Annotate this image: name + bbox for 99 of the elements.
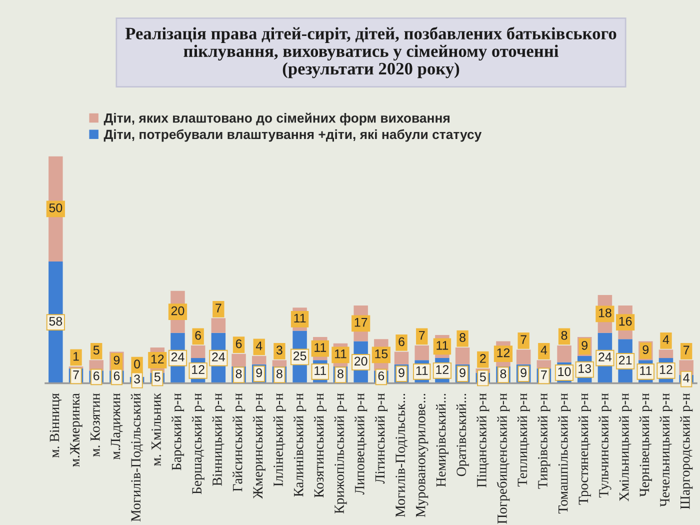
x-tick-label: Чернівецький р-н <box>639 393 652 497</box>
data-label: 15 <box>375 350 388 358</box>
data-label: 2 <box>480 354 486 363</box>
x-tick-label: Калинівський р-н <box>294 393 306 497</box>
x-tick-label: Козятинський р-н <box>314 393 326 498</box>
x-tick-label: Немирівський... <box>436 394 448 487</box>
chart-title: Реалізація права дітей-сиріт, дітей, позбавлених батьківського піклування, виховуватись у сімейному оточенні (результати 2020 року) <box>125 26 616 78</box>
data-label: 9 <box>642 345 649 354</box>
data-label: 5 <box>480 372 486 382</box>
data-label: 18 <box>598 308 612 318</box>
data-label: 6 <box>378 371 384 380</box>
x-tick-label: м.Ладижин <box>110 393 123 460</box>
data-label: 20 <box>354 356 368 366</box>
data-label: 16 <box>619 316 632 326</box>
data-label: 8 <box>236 369 242 378</box>
data-label: 12 <box>151 354 164 364</box>
x-tick-label: Піщанський р-н <box>476 393 490 488</box>
data-label: 12 <box>436 365 449 374</box>
data-label: 11 <box>416 366 428 375</box>
x-tick-label: Томашпільський р-н <box>558 393 571 514</box>
data-label: 9 <box>114 356 120 365</box>
data-label: 6 <box>195 330 202 340</box>
x-tick-label: Бершадський р-н <box>192 393 204 494</box>
x-tick-label: Мурованокурилове... <box>416 394 428 518</box>
data-label: 11 <box>294 314 306 322</box>
x-tick-label: м. Хмільник <box>152 392 161 466</box>
data-label: 4 <box>683 374 690 382</box>
data-label: 24 <box>212 352 226 362</box>
x-tick-label: Барський р-н <box>172 393 184 470</box>
data-label: 50 <box>49 203 62 212</box>
data-label: 3 <box>134 374 140 384</box>
x-tick-label: Погребищенський р-н <box>496 393 510 524</box>
data-label: 12 <box>192 365 204 374</box>
x-tick-label: Хмільницький р-н <box>619 393 632 502</box>
x-tick-label: Теплицький р-н <box>517 393 530 486</box>
x-tick-label: Тиврівський р-н <box>538 393 550 489</box>
data-label: 11 <box>314 343 326 352</box>
x-tick-label: Чечельницький р-н <box>660 393 672 507</box>
data-label: 6 <box>236 339 242 348</box>
data-label: 13 <box>578 364 592 373</box>
legend-label: Діти, потребували влаштування +діти, які набули статусу <box>104 129 482 142</box>
data-label: 7 <box>541 370 547 380</box>
x-tick-label: м. Козятин <box>90 393 100 457</box>
data-label: 11 <box>640 366 652 375</box>
data-label: 20 <box>171 306 184 316</box>
x-tick-label: Іллінецький р-н <box>273 393 286 486</box>
x-tick-label: Вінницький р-н <box>212 393 225 486</box>
data-label: 4 <box>662 335 670 344</box>
data-label: 8 <box>276 369 282 378</box>
x-tick-label: Шаргородський р-н <box>680 393 693 510</box>
data-label: 7 <box>683 346 690 354</box>
data-label: 11 <box>334 350 346 358</box>
x-tick-label: Гайсинський р-н <box>232 393 246 492</box>
data-label: 24 <box>171 352 184 362</box>
data-label: 5 <box>93 346 100 355</box>
x-tick-label: м. Вінниця <box>50 393 62 458</box>
data-label: 1 <box>73 352 79 361</box>
x-tick-label: Могилів-Подільськ... <box>396 394 408 518</box>
x-tick-label: Жмеринський р-н <box>252 393 266 499</box>
data-label: 11 <box>436 341 448 350</box>
data-label: 6 <box>398 337 404 346</box>
data-label: 12 <box>660 365 672 374</box>
x-tick-label: Оратівський... <box>456 394 469 476</box>
data-label: 7 <box>419 331 425 340</box>
data-label: 0 <box>134 360 140 368</box>
x-tick-label: Липовецький р-н <box>354 393 368 495</box>
data-label: 4 <box>540 346 548 354</box>
x-tick-label: Тульчинський р-н <box>598 393 612 498</box>
data-label: 8 <box>338 369 344 378</box>
data-label: 7 <box>216 304 222 312</box>
data-label: 9 <box>460 368 466 378</box>
data-label: 9 <box>520 368 526 378</box>
data-label: 9 <box>398 368 404 378</box>
x-tick-label: Могилів-Подільський <box>130 393 144 522</box>
data-label: 8 <box>561 330 568 340</box>
data-label: 7 <box>520 335 526 344</box>
x-tick-label: Тростянецький р-н <box>578 393 591 505</box>
data-label: 17 <box>354 318 368 327</box>
x-tick-label: Літинський р-н <box>375 393 388 484</box>
data-label: 8 <box>500 369 506 378</box>
data-label: 5 <box>154 372 160 382</box>
data-label: 6 <box>114 371 120 380</box>
data-label: 21 <box>618 356 632 364</box>
data-label: 24 <box>598 352 612 362</box>
data-label: 4 <box>256 342 262 350</box>
legend-label: Діти, яких влаштовано до сімейних форм виховання <box>104 112 450 126</box>
data-label: 25 <box>293 352 306 360</box>
data-label: 9 <box>582 341 588 350</box>
data-label: 58 <box>49 316 62 326</box>
x-tick-label: Крижопільський р-н <box>334 393 347 514</box>
data-label: 7 <box>73 370 79 380</box>
data-label: 9 <box>256 368 262 378</box>
data-label: 6 <box>94 371 100 380</box>
data-label: 3 <box>276 346 282 355</box>
data-label: 11 <box>314 366 326 375</box>
x-tick-label: м.Жмеринка <box>70 393 82 467</box>
data-label: 12 <box>497 348 510 358</box>
data-label: 8 <box>460 333 466 342</box>
data-label: 10 <box>558 367 571 376</box>
